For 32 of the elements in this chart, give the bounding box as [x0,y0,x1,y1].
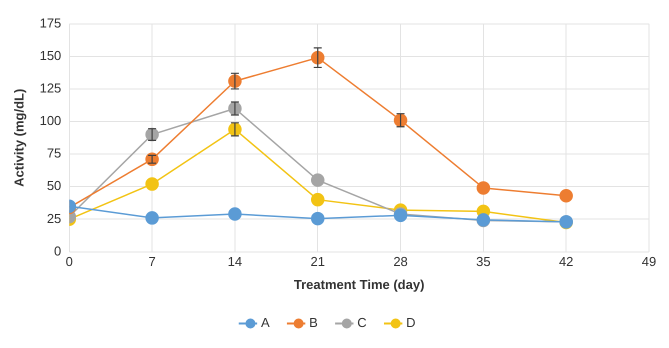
x-tick-label: 7 [148,254,156,270]
point [145,177,159,191]
x-tick-label: 42 [558,254,574,270]
point [228,207,242,221]
y-tick-label: 0 [54,243,62,258]
y-axis-title: Activity (mg/dL) [11,88,26,187]
x-tick-label: 35 [476,254,491,270]
x-tick-label: 49 [642,254,656,270]
x-tick-label: 28 [393,254,408,270]
y-tick-label: 125 [40,80,62,96]
y-tick-label: 25 [46,210,62,226]
y-tick-label: 150 [40,48,62,63]
point [310,192,324,206]
legend-label: C [357,315,367,330]
y-tick-label: 175 [40,15,62,30]
x-tick-label: 21 [310,254,325,270]
point [310,212,324,226]
point [145,152,159,166]
point [145,211,159,225]
y-tick-label: 100 [40,113,62,128]
point [559,189,573,203]
point [145,128,159,142]
legend-label: A [260,315,270,330]
legend-label: B [309,315,318,330]
y-tick-label: 75 [46,146,62,161]
legend-label: D [406,315,416,330]
x-tick-label: 0 [66,254,73,270]
x-axis-title: Treatment Time (day) [294,276,424,292]
y-tick-label: 50 [46,178,62,194]
point [310,173,324,187]
point [476,181,490,195]
x-tick-label: 14 [228,254,242,270]
